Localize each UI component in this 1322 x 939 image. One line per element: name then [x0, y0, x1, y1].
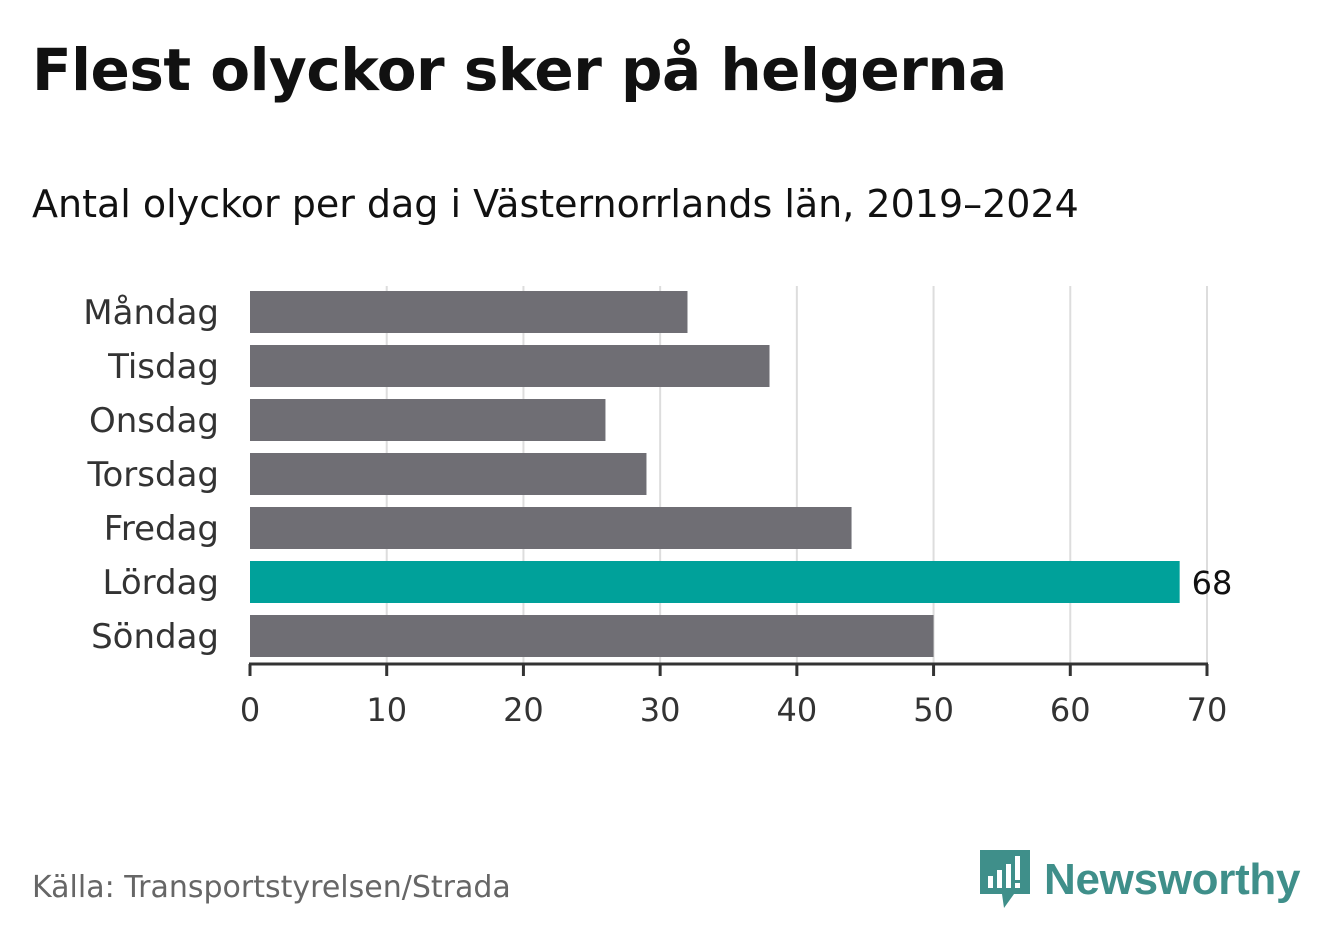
category-label: Onsdag [89, 401, 219, 441]
x-tick-label: 10 [366, 691, 407, 729]
category-label: Torsdag [87, 455, 219, 495]
chart-subtitle: Antal olyckor per dag i Västernorrlands … [32, 182, 1079, 226]
bar [250, 561, 1180, 603]
bar [250, 453, 647, 495]
source-note: Källa: Transportstyrelsen/Strada [32, 870, 511, 905]
category-label: Fredag [104, 509, 219, 549]
x-tick-label: 50 [913, 691, 954, 729]
category-label: Tisdag [107, 347, 219, 387]
x-tick-label: 60 [1050, 691, 1091, 729]
category-label: Söndag [91, 617, 219, 657]
bar [250, 291, 688, 333]
data-label: 68 [1192, 564, 1233, 602]
bar [250, 399, 606, 441]
brand-name: Newsworthy [1044, 855, 1301, 904]
bar [250, 507, 852, 549]
category-label: Måndag [83, 293, 219, 333]
bar [250, 615, 934, 657]
newsworthy-logo-icon [980, 850, 1030, 908]
x-tick-label: 40 [776, 691, 817, 729]
category-label: Lördag [102, 563, 219, 603]
chart-title: Flest olyckor sker på helgerna [32, 36, 1007, 104]
brand-logo: Newsworthy [980, 850, 1300, 910]
bar [250, 345, 770, 387]
bar-chart: Måndag Tisdag Onsdag Torsdag Fredag Lördag Sön… [83, 286, 1233, 729]
x-tick-label: 70 [1187, 691, 1228, 729]
x-tick-label: 20 [503, 691, 544, 729]
x-tick-label: 0 [240, 691, 260, 729]
x-tick-label: 30 [640, 691, 681, 729]
